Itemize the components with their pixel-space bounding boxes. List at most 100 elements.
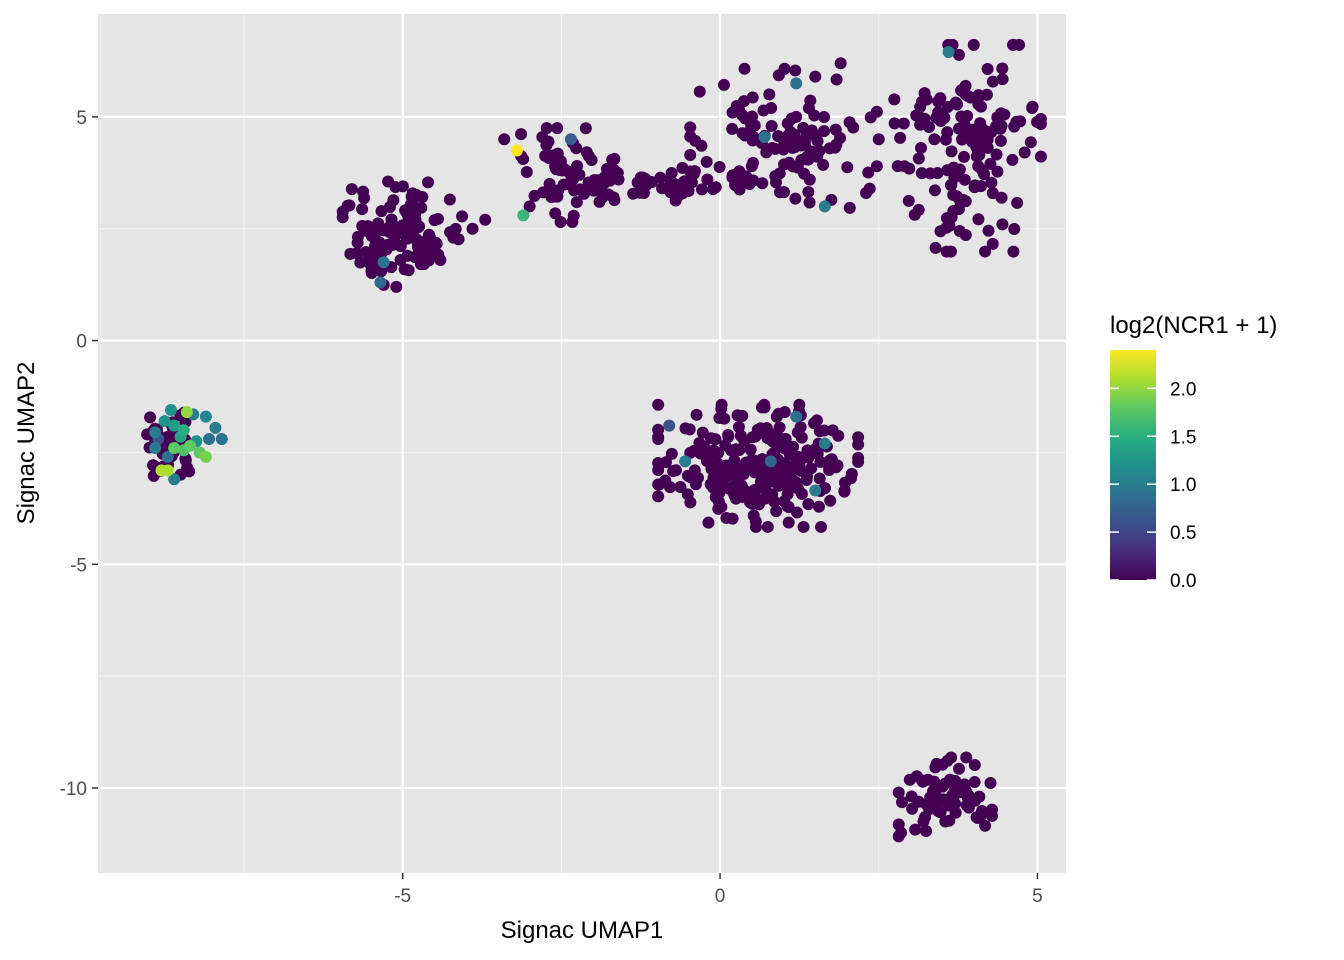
data-point [654,171,667,184]
data-point [351,230,364,243]
data-point [934,115,947,128]
data-point-expressing [818,200,831,213]
data-point [928,184,941,197]
data-point [971,126,984,139]
data-point [945,145,958,158]
data-point [996,73,1009,86]
data-point [753,496,766,509]
data-point-expressing [942,46,955,59]
data-point [808,109,821,122]
data-point [990,148,1003,161]
y-axis-title: Signac UMAP2 [13,362,40,525]
data-point [568,184,581,197]
data-point [915,142,928,155]
data-point-expressing [199,410,212,423]
data-point-expressing [564,133,577,146]
data-point [782,516,795,529]
data-point [953,762,966,775]
data-point [765,120,778,133]
data-point [996,62,1009,75]
data-point [968,181,981,194]
data-point [665,184,678,197]
data-point [523,200,536,213]
data-point [892,818,905,831]
data-point [832,429,845,442]
data-point [542,151,555,164]
data-point [996,218,1009,231]
data-point [795,153,808,166]
data-point [917,815,930,828]
data-point [693,85,706,98]
data-point [915,95,928,108]
data-point [720,511,733,524]
data-point-expressing [790,77,803,90]
data-point [941,795,954,808]
data-point [813,472,826,485]
data-point [994,134,1007,147]
data-point [852,455,865,468]
data-point [760,146,773,159]
data-point [929,241,942,254]
data-point [715,398,728,411]
data-point [736,409,749,422]
data-point [894,131,907,144]
data-point [1034,113,1047,126]
data-point-expressing [161,450,174,463]
data-point [422,176,435,189]
data-point [498,133,511,146]
data-point [431,212,444,225]
data-point [803,196,816,209]
data-point [903,162,916,175]
data-point [447,231,460,244]
data-point [181,461,194,474]
data-point [948,777,961,790]
data-point [700,155,713,168]
y-tick-label: -5 [70,555,87,576]
data-point [746,91,759,104]
data-points [141,38,1047,843]
data-point [941,754,954,767]
data-point [843,116,856,129]
data-point [982,224,995,237]
data-point [824,494,837,507]
data-point [903,773,916,786]
data-point [768,495,781,508]
data-point [852,431,865,444]
data-point-expressing [158,415,171,428]
data-point [652,398,665,411]
data-point [784,125,797,138]
data-point [995,191,1008,204]
data-point [701,173,714,186]
data-point [991,111,1004,124]
data-point-expressing [663,419,676,432]
data-point [684,130,697,143]
data-point [896,796,909,809]
data-point-expressing [758,131,771,144]
x-tick-label: 0 [715,886,726,907]
data-point [592,174,605,187]
data-point [688,165,701,178]
data-point-expressing [764,455,777,468]
data-point [1014,115,1027,128]
data-point [773,421,786,434]
data-point [761,520,774,533]
data-point [953,163,966,176]
data-point [888,93,901,106]
data-point [790,110,803,123]
data-point [975,809,988,822]
data-point [390,280,403,293]
data-point [669,194,682,207]
data-point [786,141,799,154]
data-point [652,490,665,503]
data-point [972,213,985,226]
data-point [144,411,157,424]
data-point [385,237,398,250]
data-point [908,208,921,221]
data-point [968,758,981,771]
data-point [690,408,703,421]
data-point [1006,38,1019,51]
data-point [540,122,553,135]
data-point-expressing [168,419,181,432]
data-point [765,101,778,114]
